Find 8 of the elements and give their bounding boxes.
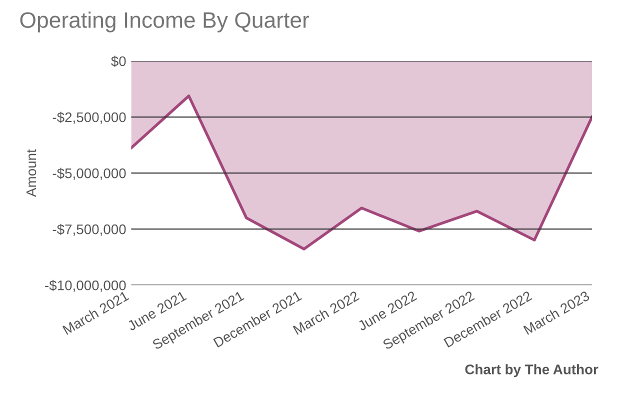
- y-axis-title: Amount: [26, 149, 36, 197]
- y-tick-label: $0: [111, 56, 126, 67]
- y-tick-label: -$10,000,000: [45, 280, 126, 292]
- y-tick-label: -$5,000,000: [52, 168, 126, 180]
- y-tick-label: -$2,500,000: [52, 112, 126, 124]
- chart-title: Operating Income By Quarter: [20, 12, 310, 32]
- text: Chart by The Author: [465, 364, 598, 378]
- y-tick-label: -$7,500,000: [52, 224, 126, 236]
